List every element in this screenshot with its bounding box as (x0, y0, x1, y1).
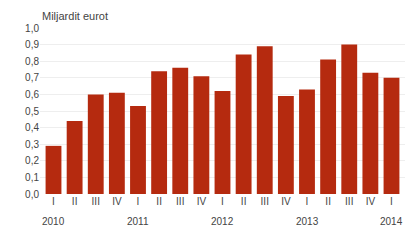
svg-text:I: I (221, 196, 224, 207)
svg-text:0,1: 0,1 (25, 172, 39, 183)
svg-text:2012: 2012 (211, 216, 234, 227)
svg-text:0,2: 0,2 (25, 155, 39, 166)
svg-text:2013: 2013 (296, 216, 319, 227)
svg-text:0,8: 0,8 (25, 56, 39, 67)
svg-text:2010: 2010 (42, 216, 65, 227)
svg-text:0,9: 0,9 (25, 39, 39, 50)
svg-text:2014: 2014 (380, 216, 403, 227)
svg-text:III: III (345, 196, 353, 207)
svg-text:IV: IV (112, 196, 122, 207)
svg-text:III: III (176, 196, 184, 207)
svg-text:0,0: 0,0 (25, 189, 39, 200)
svg-text:I: I (137, 196, 140, 207)
svg-text:0,6: 0,6 (25, 89, 39, 100)
svg-text:2011: 2011 (127, 216, 149, 227)
svg-text:IV: IV (197, 196, 207, 207)
svg-text:0,3: 0,3 (25, 139, 39, 150)
svg-text:I: I (390, 196, 393, 207)
svg-text:I: I (306, 196, 309, 207)
svg-text:0,5: 0,5 (25, 106, 39, 117)
svg-text:II: II (156, 196, 162, 207)
svg-text:Miljardit eurot: Miljardit eurot (42, 10, 108, 22)
svg-text:1,0: 1,0 (25, 23, 39, 34)
svg-text:II: II (72, 196, 78, 207)
svg-text:0,7: 0,7 (25, 72, 39, 83)
svg-text:III: III (92, 196, 100, 207)
svg-text:II: II (325, 196, 331, 207)
svg-text:IV: IV (281, 196, 291, 207)
svg-text:0,4: 0,4 (25, 122, 39, 133)
svg-text:IV: IV (366, 196, 376, 207)
svg-text:I: I (52, 196, 55, 207)
svg-text:III: III (261, 196, 269, 207)
svg-text:II: II (241, 196, 247, 207)
